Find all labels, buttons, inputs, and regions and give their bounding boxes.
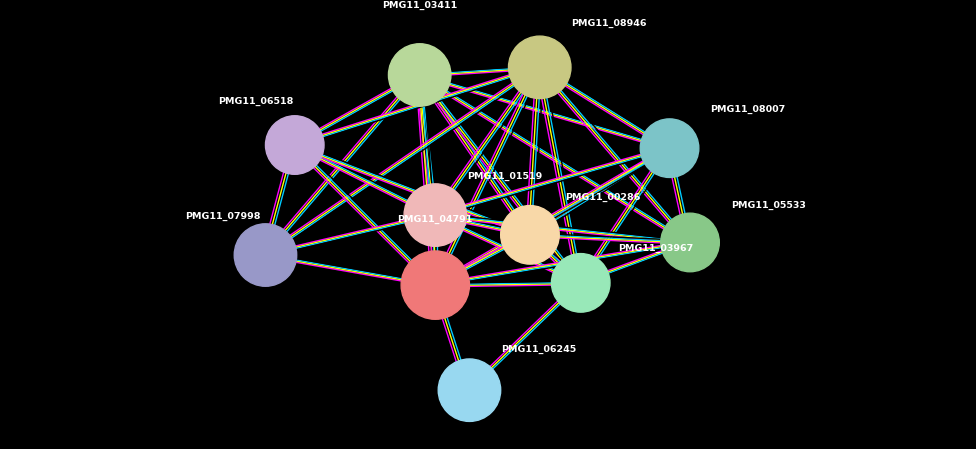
Ellipse shape xyxy=(508,36,571,99)
Ellipse shape xyxy=(388,44,451,106)
Text: PMG11_07998: PMG11_07998 xyxy=(184,211,261,220)
Text: PMG11_01519: PMG11_01519 xyxy=(467,172,543,180)
Ellipse shape xyxy=(401,251,469,319)
Ellipse shape xyxy=(501,206,559,264)
Text: PMG11_06245: PMG11_06245 xyxy=(501,345,577,354)
Text: PMG11_00286: PMG11_00286 xyxy=(565,193,641,202)
Ellipse shape xyxy=(640,119,699,177)
Ellipse shape xyxy=(661,213,719,272)
Ellipse shape xyxy=(551,254,610,312)
Text: PMG11_08007: PMG11_08007 xyxy=(710,105,786,114)
Ellipse shape xyxy=(438,359,501,422)
Text: PMG11_03967: PMG11_03967 xyxy=(618,244,694,253)
Text: PMG11_03411: PMG11_03411 xyxy=(382,1,458,10)
Text: PMG11_06518: PMG11_06518 xyxy=(218,97,294,106)
Text: PMG11_05533: PMG11_05533 xyxy=(731,201,805,210)
Ellipse shape xyxy=(265,116,324,174)
Text: PMG11_08946: PMG11_08946 xyxy=(571,19,647,28)
Text: PMG11_04791: PMG11_04791 xyxy=(397,215,473,224)
Ellipse shape xyxy=(234,224,297,286)
Ellipse shape xyxy=(404,184,467,247)
